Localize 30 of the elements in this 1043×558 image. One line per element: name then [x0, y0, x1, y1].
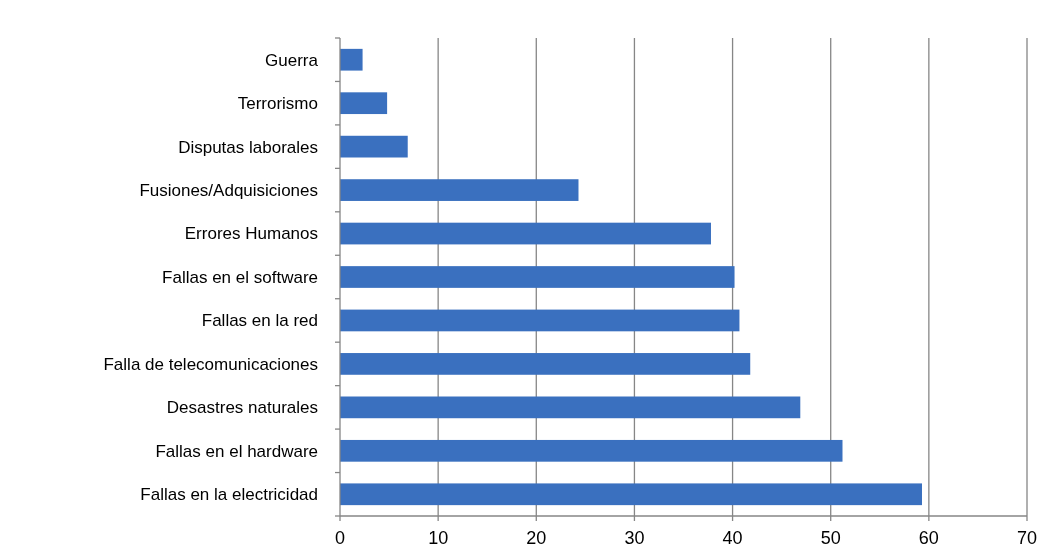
y-tick-label: Fallas en el hardware	[155, 441, 318, 461]
x-tick-label: 40	[722, 528, 743, 548]
bar	[340, 439, 843, 462]
bar	[340, 222, 711, 245]
x-tick-label: 50	[820, 528, 841, 548]
x-tick-label: 0	[334, 528, 346, 548]
y-tick-label: Errores Humanos	[184, 224, 318, 244]
bar	[340, 483, 922, 506]
y-tick-label: Fallas en la electricidad	[140, 485, 318, 505]
bar	[340, 179, 579, 201]
x-tick-label: 70	[1016, 528, 1038, 548]
bar	[340, 48, 363, 71]
bar	[340, 396, 801, 419]
y-tick-label: Terrorismo	[237, 94, 318, 114]
y-tick-label: Fallas en la red	[201, 311, 318, 331]
bar	[340, 353, 751, 375]
y-tick-label: Fallas en el software	[162, 267, 318, 287]
bar	[340, 135, 408, 158]
x-tick-label: 20	[526, 528, 547, 548]
y-tick-label: Guerra	[265, 50, 319, 70]
x-tick-label: 10	[428, 528, 449, 548]
y-tick-label: Falla de telecomunicaciones	[103, 354, 318, 374]
bar	[340, 309, 740, 332]
bar	[340, 266, 735, 288]
x-tick-label: 60	[918, 528, 939, 548]
y-tick-label: Desastres naturales	[166, 398, 318, 418]
bar	[340, 92, 388, 115]
y-tick-label: Fusiones/Adquisiciones	[139, 181, 318, 201]
x-tick-label: 30	[624, 528, 645, 548]
y-tick-label: Disputas laborales	[178, 137, 318, 157]
